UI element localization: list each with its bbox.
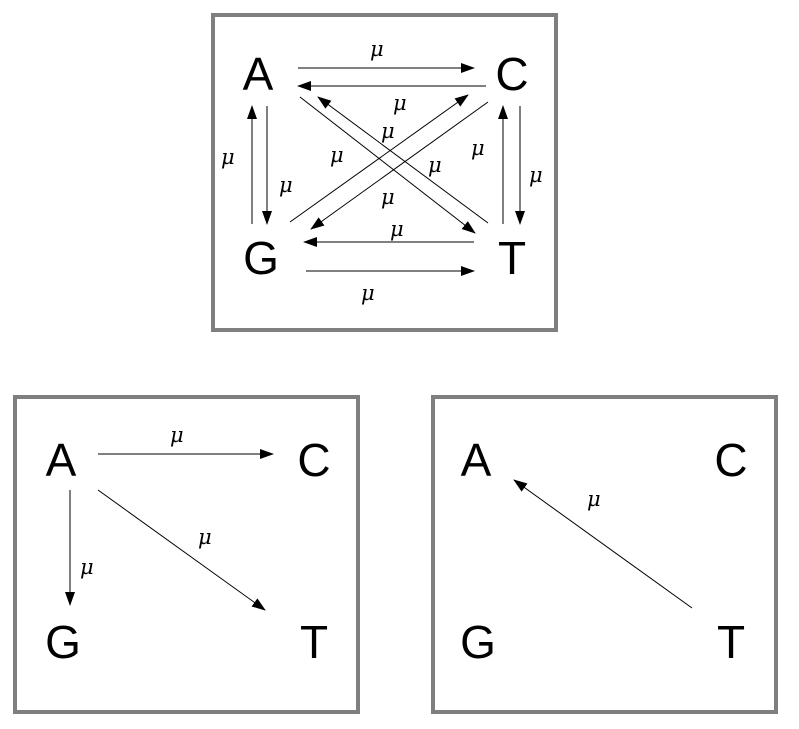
rate-label-c-to-t: μ <box>529 163 543 187</box>
node-a: A <box>46 434 77 486</box>
node-a: A <box>243 48 274 100</box>
node-t: T <box>717 616 745 668</box>
rate-label-a-to-g: μ <box>80 555 94 579</box>
panel-top: A C G T μ μ μ μ μ μ μ μ μ μ μ μ <box>211 13 558 332</box>
panel-bottom-right: A C G T μ <box>431 395 778 714</box>
arrow-g-to-c <box>289 94 469 223</box>
rate-label-t-to-a: μ <box>587 487 601 511</box>
arrow-t-to-a <box>317 96 489 224</box>
panel-bottom-right-border <box>431 395 778 714</box>
rate-label-g-to-a: μ <box>221 145 235 169</box>
arrow-t-to-a <box>513 479 693 609</box>
rate-label-g-to-t: μ <box>361 281 375 305</box>
node-g: G <box>45 616 81 668</box>
node-a: A <box>461 434 492 486</box>
node-t: T <box>498 232 526 284</box>
rate-label-t-to-a: μ <box>428 153 442 177</box>
arrow-c-to-g <box>310 101 489 230</box>
node-c: C <box>495 48 528 100</box>
rate-label-a-to-c: μ <box>370 37 384 61</box>
node-t: T <box>300 616 328 668</box>
rate-label-c-to-a: μ <box>393 91 407 115</box>
panel-bottom-left: A C G T μ μ μ <box>13 395 360 714</box>
node-g: G <box>243 232 279 284</box>
rate-label-g-to-c: μ <box>330 143 344 167</box>
node-g: G <box>460 616 496 668</box>
rate-label-c-to-g: μ <box>381 185 395 209</box>
node-c: C <box>297 434 330 486</box>
rate-label-a-to-t: μ <box>198 525 212 549</box>
rate-label-t-to-c: μ <box>471 136 485 160</box>
node-c: C <box>714 434 747 486</box>
arrow-a-to-t <box>97 489 266 611</box>
rate-label-a-to-c: μ <box>170 423 184 447</box>
panel-top-border <box>211 13 558 332</box>
arrow-a-to-t <box>299 96 476 234</box>
rate-label-t-to-g: μ <box>390 217 404 241</box>
rate-label-a-to-g: μ <box>279 173 293 197</box>
panel-bottom-left-border <box>13 395 360 714</box>
rate-label-a-to-t: μ <box>381 119 395 143</box>
